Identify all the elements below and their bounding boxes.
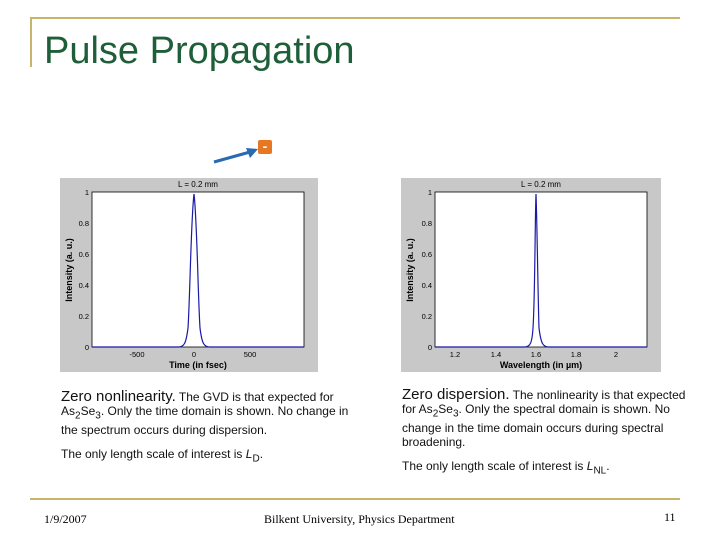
y-tick-label: 0.8: [79, 219, 89, 228]
x-tick-label: 1.6: [531, 350, 541, 359]
left-caption-lead: Zero nonlinearity.: [61, 388, 176, 405]
x-tick-label: 2: [614, 350, 618, 359]
caption-text: The only length scale of interest is: [402, 459, 587, 474]
animation-control-button[interactable]: -: [258, 139, 272, 154]
y-tick-label: 0.2: [422, 312, 432, 321]
x-tick-label: 0: [192, 350, 196, 359]
y-axis-label: Intensity (a. u.): [405, 238, 415, 302]
left-caption-length-scale: The only length scale of interest is LD.: [61, 447, 351, 466]
footer-date: 1/9/2007: [44, 512, 87, 526]
caption-text: . Only the spectral domain is shown. No …: [402, 402, 670, 450]
frame-top-rule: [30, 17, 680, 19]
right-caption-lead: Zero dispersion.: [402, 386, 510, 403]
caption-subscript: NL: [593, 465, 607, 477]
page-number: 11: [664, 510, 676, 524]
y-tick-label: 0.4: [422, 281, 432, 290]
caption-subscript: D: [252, 453, 260, 465]
spectrum-curve: [435, 193, 647, 348]
caption-subscript: 2: [75, 410, 81, 422]
caption-text: .: [606, 459, 610, 474]
y-tick-label: 0: [85, 343, 89, 352]
caption-text: . Only the time domain is shown. No chan…: [61, 404, 349, 438]
caption-variable: L: [245, 447, 253, 462]
y-tick-label: 1: [428, 188, 432, 197]
slide-title: Pulse Propagation: [44, 30, 355, 72]
x-tick-label: 1.8: [571, 350, 581, 359]
caption-subscript: 3: [452, 408, 459, 420]
caption-variable: L: [586, 459, 594, 474]
y-tick-label: 0.6: [79, 250, 89, 259]
y-tick-label: 0: [428, 343, 432, 352]
x-tick-label: 1.4: [491, 350, 501, 359]
time-domain-plot: L = 0.2 mm Time (in fsec) Intensity (a. …: [60, 178, 318, 372]
y-tick-label: 0.6: [422, 250, 432, 259]
plot-axes-box: [434, 191, 648, 348]
left-caption-description: Zero nonlinearity. The GVD is that expec…: [61, 388, 351, 438]
y-tick-label: 1: [85, 188, 89, 197]
caption-text: .: [259, 447, 264, 462]
y-tick-label: 0.4: [79, 281, 89, 290]
frame-bottom-rule: [30, 498, 680, 500]
caption-text: Se: [438, 402, 453, 416]
caption-text: The GVD is that expected for As: [61, 390, 334, 418]
x-axis-label: Wavelength (in µm): [500, 360, 582, 370]
x-axis-label: Time (in fsec): [169, 360, 227, 370]
right-caption: Zero dispersion. The nonlinearity is tha…: [402, 386, 692, 489]
x-tick-label: -500: [129, 350, 144, 359]
caption-text: Se: [80, 404, 96, 418]
caption-subscript: 2: [432, 408, 439, 420]
plot-title: L = 0.2 mm: [521, 180, 561, 189]
plot-title: L = 0.2 mm: [178, 180, 218, 189]
x-tick-label: 500: [244, 350, 257, 359]
footer-organization: Bilkent University, Physics Department: [264, 512, 455, 526]
frame-left-rule: [30, 17, 32, 67]
pulse-curve: [92, 193, 304, 348]
caption-subscript: 3: [95, 410, 101, 422]
right-caption-length-scale: The only length scale of interest is LNL…: [402, 459, 692, 478]
left-caption: Zero nonlinearity. The GVD is that expec…: [61, 388, 351, 477]
y-tick-label: 0.2: [79, 312, 89, 321]
right-caption-description: Zero dispersion. The nonlinearity is tha…: [402, 386, 692, 450]
y-tick-label: 0.8: [422, 219, 432, 228]
pointer-arrow-icon: [213, 148, 258, 164]
caption-text: The nonlinearity is that expected for As: [402, 388, 686, 416]
y-axis-label: Intensity (a. u.): [64, 238, 74, 302]
x-tick-label: 1.2: [450, 350, 460, 359]
spectral-domain-plot: L = 0.2 mm Wavelength (in µm) Intensity …: [401, 178, 661, 372]
caption-text: The only length scale of interest is: [61, 447, 246, 462]
